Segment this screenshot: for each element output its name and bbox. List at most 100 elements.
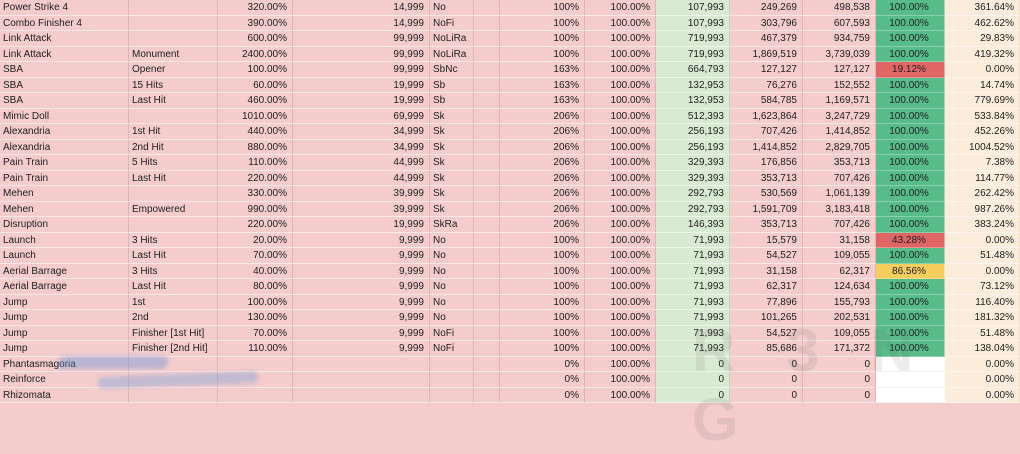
cell-base[interactable]: 71,993 [656, 325, 730, 341]
cell-pct[interactable]: 100.00% [585, 372, 656, 388]
cell-dmg-a[interactable]: 54,527 [730, 325, 803, 341]
cell-tags[interactable]: NoLiRa [430, 46, 474, 62]
cell-cap-ratio[interactable]: 100.00% [876, 31, 945, 47]
cell-share[interactable]: 262.42% [945, 186, 1020, 202]
cell-dmg-b[interactable]: 934,759 [803, 31, 876, 47]
cell-base[interactable]: 719,993 [656, 46, 730, 62]
cell-cap[interactable]: 19,999 [293, 217, 430, 233]
cell-variant[interactable]: 2nd [129, 310, 218, 326]
cell-skill[interactable]: Aerial Barrage [0, 263, 129, 279]
cell-base[interactable]: 719,993 [656, 31, 730, 47]
cell-skill[interactable]: Alexandria [0, 124, 129, 140]
cell-variant[interactable]: Opener [129, 62, 218, 78]
cell-share[interactable]: 1004.52% [945, 139, 1020, 155]
cell-cap-ratio[interactable]: 100.00% [876, 248, 945, 264]
cell-mult[interactable]: 100% [500, 263, 585, 279]
cell-dmg-b[interactable]: 1,169,571 [803, 93, 876, 109]
cell-cap-ratio[interactable]: 19.12% [876, 62, 945, 78]
cell-dmg-a[interactable]: 1,414,852 [730, 139, 803, 155]
cell-variant[interactable] [129, 0, 218, 16]
cell-share[interactable]: 114.77% [945, 170, 1020, 186]
cell-cap-ratio[interactable]: 100.00% [876, 217, 945, 233]
cell-base[interactable]: 256,193 [656, 139, 730, 155]
cell-cap-ratio[interactable]: 100.00% [876, 124, 945, 140]
cell-dmg-a[interactable]: 530,569 [730, 186, 803, 202]
cell-motion-pct[interactable]: 330.00% [218, 186, 293, 202]
cell-dmg-a[interactable]: 127,127 [730, 62, 803, 78]
cell-share[interactable]: 0.00% [945, 387, 1020, 403]
cell-pct[interactable]: 100.00% [585, 387, 656, 403]
cell-motion-pct[interactable]: 60.00% [218, 77, 293, 93]
cell-pct[interactable]: 100.00% [585, 155, 656, 171]
cell-share[interactable]: 29.83% [945, 31, 1020, 47]
cell-variant[interactable]: Last Hit [129, 248, 218, 264]
cell-pct[interactable]: 100.00% [585, 341, 656, 357]
cell-cap-ratio[interactable]: 100.00% [876, 0, 945, 16]
cell-dmg-b[interactable]: 707,426 [803, 170, 876, 186]
cell-share[interactable]: 419.32% [945, 46, 1020, 62]
cell-motion-pct[interactable]: 600.00% [218, 31, 293, 47]
cell-dmg-a[interactable]: 76,276 [730, 77, 803, 93]
cell-blank[interactable] [474, 93, 500, 109]
cell-mult[interactable]: 163% [500, 62, 585, 78]
cell-motion-pct[interactable]: 320.00% [218, 0, 293, 16]
cell-mult[interactable]: 100% [500, 15, 585, 31]
cell-pct[interactable]: 100.00% [585, 232, 656, 248]
cell-mult[interactable]: 0% [500, 387, 585, 403]
cell-blank[interactable] [474, 139, 500, 155]
cell-tags[interactable]: NoLiRa [430, 31, 474, 47]
cell-skill[interactable]: Mimic Doll [0, 108, 129, 124]
cell-cap-ratio[interactable] [876, 387, 945, 403]
cell-share[interactable]: 987.26% [945, 201, 1020, 217]
cell-dmg-a[interactable]: 85,686 [730, 341, 803, 357]
cell-blank[interactable] [474, 248, 500, 264]
cell-motion-pct[interactable]: 70.00% [218, 248, 293, 264]
cell-pct[interactable]: 100.00% [585, 263, 656, 279]
cell-cap[interactable]: 34,999 [293, 124, 430, 140]
cell-dmg-a[interactable]: 467,379 [730, 31, 803, 47]
cell-variant[interactable] [129, 15, 218, 31]
cell-mult[interactable]: 206% [500, 170, 585, 186]
cell-dmg-a[interactable]: 15,579 [730, 232, 803, 248]
cell-dmg-a[interactable]: 31,158 [730, 263, 803, 279]
cell-cap-ratio[interactable]: 86.56% [876, 263, 945, 279]
cell-mult[interactable]: 100% [500, 232, 585, 248]
cell-mult[interactable]: 0% [500, 356, 585, 372]
cell-motion-pct[interactable]: 110.00% [218, 341, 293, 357]
cell-cap[interactable] [293, 387, 430, 403]
cell-blank[interactable] [474, 31, 500, 47]
cell-variant[interactable] [129, 356, 218, 372]
cell-pct[interactable]: 100.00% [585, 294, 656, 310]
cell-mult[interactable]: 100% [500, 46, 585, 62]
cell-dmg-b[interactable]: 1,061,139 [803, 186, 876, 202]
cell-skill[interactable]: Reinforce [0, 372, 129, 388]
cell-tags[interactable]: Sk [430, 186, 474, 202]
cell-variant[interactable]: Monument [129, 46, 218, 62]
cell-cap-ratio[interactable]: 100.00% [876, 46, 945, 62]
cell-cap[interactable]: 9,999 [293, 294, 430, 310]
cell-dmg-a[interactable]: 54,527 [730, 248, 803, 264]
cell-mult[interactable]: 163% [500, 77, 585, 93]
cell-variant[interactable] [129, 217, 218, 233]
cell-cap-ratio[interactable] [876, 372, 945, 388]
cell-skill[interactable]: Launch [0, 232, 129, 248]
cell-base[interactable]: 107,993 [656, 0, 730, 16]
cell-blank[interactable] [474, 124, 500, 140]
cell-pct[interactable]: 100.00% [585, 279, 656, 295]
cell-variant[interactable] [129, 186, 218, 202]
cell-pct[interactable]: 100.00% [585, 15, 656, 31]
cell-motion-pct[interactable] [218, 372, 293, 388]
cell-dmg-a[interactable]: 1,869,519 [730, 46, 803, 62]
cell-tags[interactable]: SkRa [430, 217, 474, 233]
cell-variant[interactable] [129, 31, 218, 47]
cell-pct[interactable]: 100.00% [585, 0, 656, 16]
cell-blank[interactable] [474, 77, 500, 93]
cell-cap[interactable]: 19,999 [293, 93, 430, 109]
cell-dmg-b[interactable]: 0 [803, 387, 876, 403]
cell-skill[interactable]: Phantasmagoria [0, 356, 129, 372]
cell-tags[interactable]: Sk [430, 108, 474, 124]
cell-blank[interactable] [474, 46, 500, 62]
cell-motion-pct[interactable]: 990.00% [218, 201, 293, 217]
cell-share[interactable]: 361.64% [945, 0, 1020, 16]
cell-cap[interactable]: 9,999 [293, 310, 430, 326]
